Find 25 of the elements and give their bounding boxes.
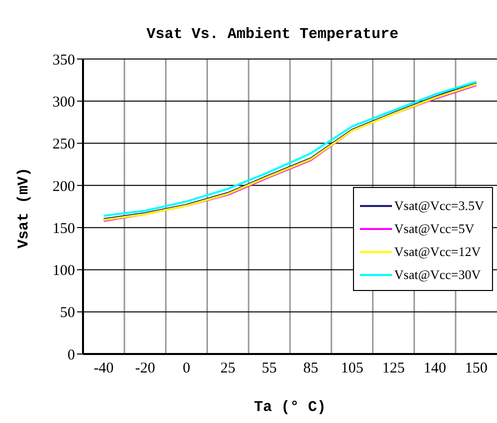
y-tick-label: 0	[68, 347, 75, 364]
x-tick-label: 125	[382, 360, 405, 377]
y-tick-label: 150	[52, 220, 75, 237]
y-axis-title: Vsat (mV)	[16, 167, 32, 249]
x-tick-label: 0	[182, 360, 190, 377]
x-tick-label: 140	[424, 360, 446, 377]
x-tick-label: 105	[340, 360, 364, 377]
legend-label: Vsat@Vcc=5V	[394, 220, 474, 236]
x-tick-label: 55	[262, 360, 277, 377]
x-tick-label: -40	[94, 360, 114, 377]
x-axis-title: Ta (° C)	[254, 399, 326, 416]
chart-title: Vsat Vs. Ambient Temperature	[145, 26, 400, 43]
y-tick-label: 50	[60, 305, 75, 322]
x-tick-label: 85	[303, 360, 318, 377]
legend-label: Vsat@Vcc=3.5V	[394, 198, 484, 214]
x-tick-label: -20	[135, 360, 156, 377]
x-tick-label: 25	[220, 360, 236, 377]
y-tick-label: 200	[52, 178, 75, 195]
legend-label: Vsat@Vcc=12V	[394, 244, 481, 260]
legend-label: Vsat@Vcc=30V	[394, 266, 481, 282]
y-tick-label: 250	[52, 136, 75, 153]
y-tick-label: 300	[52, 94, 75, 110]
y-tick-label: 350	[52, 52, 75, 68]
x-tick-label: 150	[465, 360, 488, 377]
y-tick-label: 100	[52, 263, 75, 280]
